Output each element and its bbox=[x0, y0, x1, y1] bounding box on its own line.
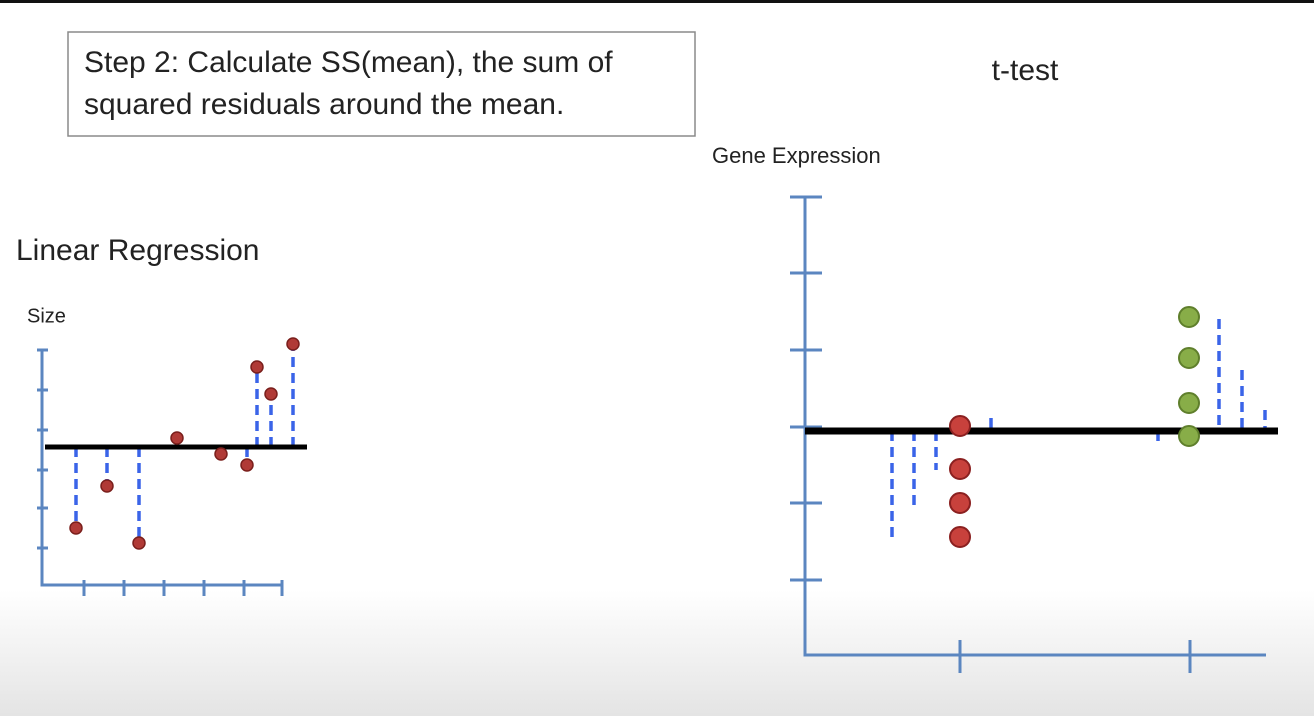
step-box bbox=[67, 31, 696, 137]
panel-title: t-test bbox=[992, 54, 1059, 87]
left-residuals bbox=[74, 344, 295, 543]
red-points bbox=[949, 415, 971, 548]
green-points bbox=[1178, 306, 1200, 447]
panel-title: Linear Regression bbox=[16, 234, 259, 267]
left-axes bbox=[37, 348, 284, 596]
right-axes bbox=[790, 195, 1266, 673]
axis-label: Size bbox=[27, 305, 66, 327]
bottom-fade bbox=[0, 590, 1314, 716]
right-residuals bbox=[890, 319, 1267, 541]
left-points bbox=[69, 337, 300, 550]
axis-label: Gene Expression bbox=[712, 143, 881, 168]
top-bar bbox=[0, 0, 1314, 3]
step-text: Step 2: Calculate SS(mean), the sum of bbox=[84, 46, 613, 79]
step-text: squared residuals around the mean. bbox=[84, 88, 564, 121]
